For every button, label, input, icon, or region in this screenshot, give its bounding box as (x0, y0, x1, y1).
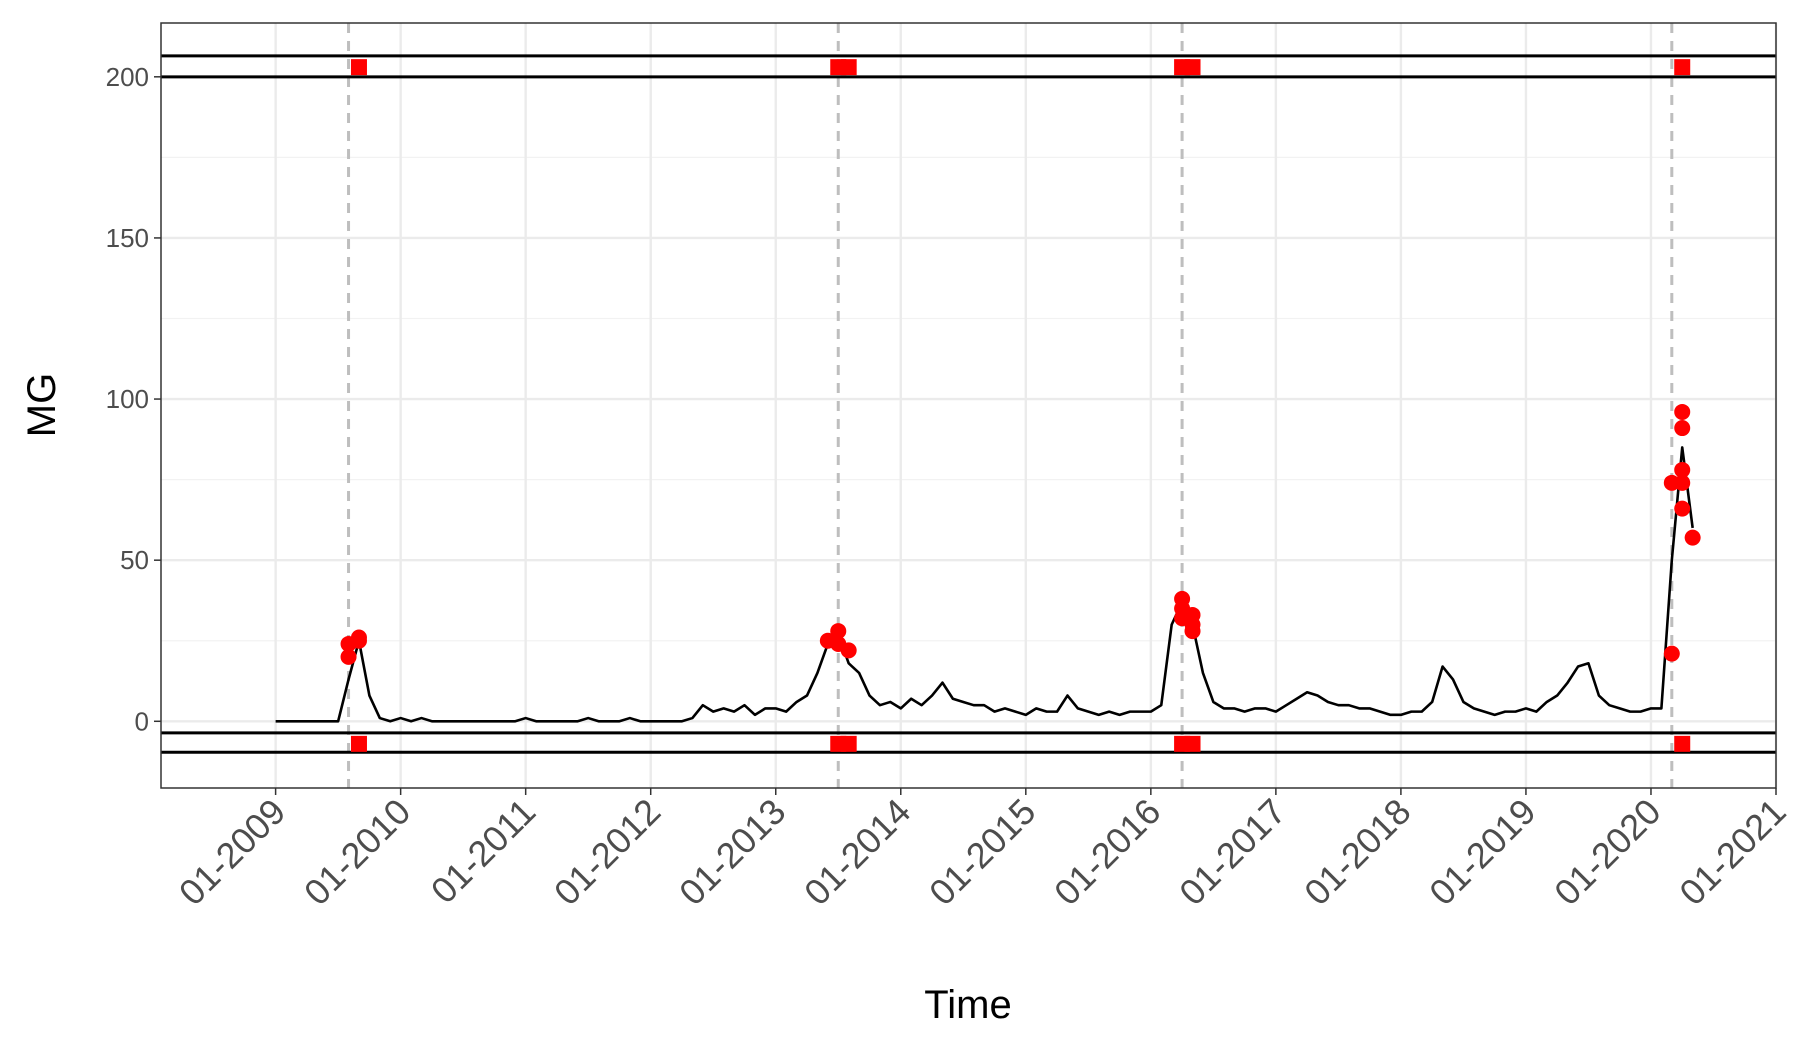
alarm-marker (840, 59, 857, 76)
x-tick-label: 01-2021 (1671, 791, 1793, 913)
plot-background (161, 23, 1776, 788)
outbreak-point (1684, 529, 1701, 546)
plot-border (160, 22, 1777, 789)
outbreak-point (840, 642, 857, 659)
alarm-marker (350, 59, 367, 76)
outbreak-point (1184, 623, 1201, 640)
y-tick-label: 0 (135, 706, 149, 736)
outbreak-point (1674, 420, 1691, 437)
outbreak-point (1674, 461, 1691, 478)
outbreak-point (830, 623, 847, 640)
x-tick-label: 01-2016 (1046, 791, 1168, 913)
y-tick-label: 200 (106, 62, 149, 92)
x-tick-label: 01-2011 (423, 791, 544, 912)
series-line (275, 446, 1694, 723)
outbreak-point (1184, 606, 1201, 623)
outbreak-point (340, 648, 357, 665)
y-tick-label: 150 (106, 223, 149, 253)
x-tick-label: 01-2018 (1296, 791, 1418, 913)
x-tick-label: 01-2019 (1421, 791, 1543, 913)
x-tick-label: 01-2012 (546, 791, 668, 913)
alarm-marker (1184, 59, 1201, 76)
x-axis-title: Time (924, 983, 1011, 1027)
x-tick-label: 01-2017 (1171, 791, 1293, 913)
y-tick-label: 100 (106, 384, 149, 414)
alarm-marker (350, 735, 367, 752)
outbreak-point (1663, 645, 1680, 662)
outbreak-point (1674, 474, 1691, 491)
x-tick-label: 01-2010 (296, 791, 418, 913)
x-tick-label: 01-2009 (171, 791, 293, 913)
outbreak-point (1674, 403, 1691, 420)
y-axis-title: MG (20, 373, 64, 437)
alarm-marker (1184, 735, 1201, 752)
x-tick-label: 01-2013 (671, 791, 793, 913)
x-tick-label: 01-2014 (796, 791, 918, 913)
y-tick-label: 50 (120, 545, 149, 575)
alarm-marker (1674, 59, 1691, 76)
x-tick-label: 01-2020 (1546, 791, 1668, 913)
x-tick-label: 01-2015 (921, 791, 1043, 913)
alarm-marker (1674, 735, 1691, 752)
outbreak-point (350, 632, 367, 649)
outbreak-point (1674, 500, 1691, 517)
alarm-marker (840, 735, 857, 752)
